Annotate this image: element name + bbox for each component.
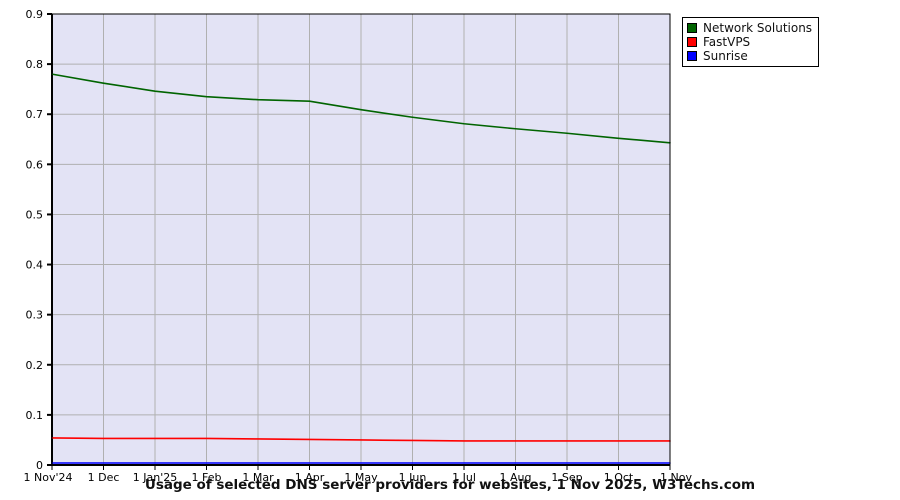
- y-axis-tick-label: 0.5: [26, 208, 44, 221]
- data-series-group: [51, 73, 671, 464]
- x-axis-tick-label: 1 Jun: [399, 471, 427, 484]
- legend-swatch-sunrise: [687, 51, 697, 61]
- legend-item-fastvps[interactable]: FastVPS: [687, 35, 812, 49]
- x-axis-tick-label: 1 Dec: [88, 471, 120, 484]
- x-axis-tick-label: 1 Apr: [295, 471, 325, 484]
- x-axis-tick-label: 1 Oct: [604, 471, 634, 484]
- legend-swatch-fastvps: [687, 37, 697, 47]
- plot-frame: [51, 13, 671, 466]
- legend-item-sunrise[interactable]: Sunrise: [687, 49, 812, 63]
- legend-label-network-solutions: Network Solutions: [703, 21, 813, 35]
- vertical-gridlines: [103, 14, 619, 465]
- x-axis-tick-label: 1 Sep: [551, 471, 582, 484]
- y-axis-tick-label: 0.6: [26, 158, 44, 171]
- x-axis-tick-label: 1 Nov'24: [24, 471, 73, 484]
- chart-title: Usage of selected DNS server providers f…: [144, 477, 756, 493]
- x-axis-tick-label: 1 Aug: [500, 471, 532, 484]
- legend-label-fastvps: FastVPS: [703, 35, 751, 49]
- x-axis-tick-label: 1 Jan'25: [133, 471, 177, 484]
- y-axis-tick-label: 0.4: [26, 259, 44, 272]
- x-axis-tick-label: 1 Feb: [192, 471, 222, 484]
- y-axis-tick-label: 0.1: [26, 409, 44, 422]
- y-axis-tick-label: 0.8: [26, 58, 44, 71]
- y-axis-tick-label: 0.9: [26, 8, 44, 21]
- legend-item-network-solutions[interactable]: Network Solutions: [687, 21, 812, 35]
- legend-label-sunrise: Sunrise: [703, 49, 748, 63]
- chart-legend: Network Solutions FastVPS Sunrise: [682, 17, 820, 67]
- y-axis-tick-label: 0.7: [26, 108, 44, 121]
- legend-swatch-network-solutions: [687, 23, 697, 33]
- x-axis-tick-label: 1 Mar: [242, 471, 274, 484]
- y-axis: 0 0.1 0.2 0.3 0.4 0.5 0.6 0.7 0.8 0.9: [26, 8, 53, 472]
- series-line-fastvps: [51, 437, 671, 442]
- y-axis-tick-label: 0: [36, 459, 43, 472]
- y-axis-tick-label: 0.2: [26, 359, 44, 372]
- x-axis-tick-label: 1 May: [344, 471, 378, 484]
- y-axis-tick-label: 0.3: [26, 309, 44, 322]
- x-axis-tick-label: 1 Jul: [452, 471, 476, 484]
- x-axis-tick-label: 1 Nov: [660, 471, 692, 484]
- series-line-network-solutions: [51, 73, 671, 144]
